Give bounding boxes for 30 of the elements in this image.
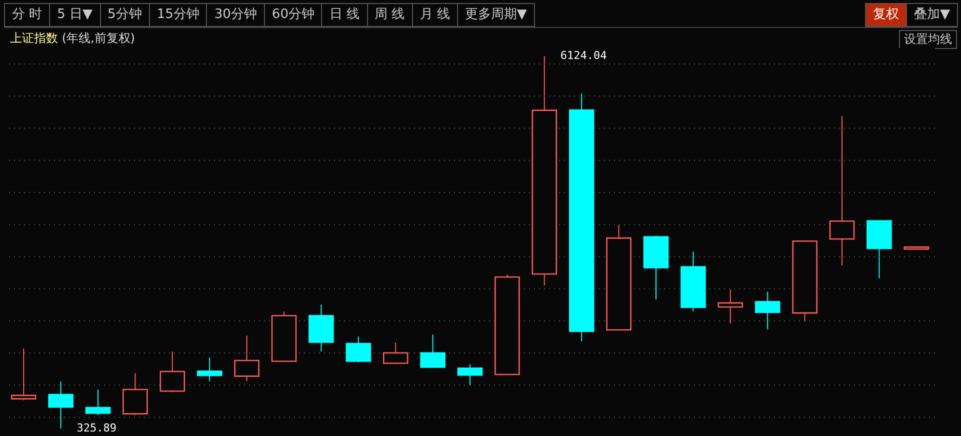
- text: 30分钟: [206, 3, 265, 27]
- candlestick: [829, 116, 855, 266]
- text: 日 线: [321, 3, 368, 27]
- text: 60分钟: [264, 3, 322, 27]
- text: 5 日▼: [49, 3, 101, 27]
- text: 5分钟: [100, 3, 150, 27]
- candlestick: [10, 348, 36, 401]
- candlestick: [718, 289, 744, 324]
- text: 分 时: [4, 3, 50, 27]
- text: 设置均线: [899, 30, 957, 49]
- text: 更多周期▼: [456, 3, 535, 27]
- candlestick: [346, 336, 372, 363]
- chart-subtitle: (年线,前复权): [60, 31, 135, 45]
- candlestick: [382, 342, 408, 365]
- candlestick: [160, 351, 186, 393]
- candlestick: [457, 364, 483, 386]
- candlestick: [196, 357, 222, 382]
- text: 月 线: [412, 3, 458, 27]
- candlestick: [234, 335, 260, 382]
- text: 复权: [865, 3, 907, 27]
- text: 叠加▼: [906, 3, 958, 27]
- candlestick: [85, 388, 111, 416]
- annotation: 325.89: [76, 421, 117, 434]
- text: 15分钟: [148, 3, 208, 27]
- chart-title: 上证指数: [10, 31, 58, 45]
- candlestick: [754, 291, 780, 330]
- text: 周 线: [366, 3, 413, 27]
- candlestick: [420, 334, 446, 368]
- candlestick: [48, 381, 74, 429]
- annotation: 6124.04: [560, 49, 608, 62]
